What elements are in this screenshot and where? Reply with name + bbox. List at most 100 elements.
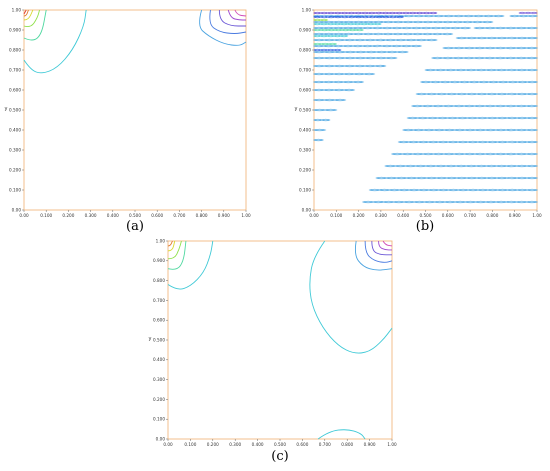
caption-b: (b) (416, 219, 434, 234)
x-tick-label: 0.600 (296, 442, 308, 447)
y-tick-label: 0.900 (153, 258, 165, 263)
panel-a: 0.00 0.100 0.200 0.300 0.400 0.500 0.600 0.700 0… (5, 7, 251, 234)
x-tick-label: 1.00 (241, 213, 251, 218)
contour-lens (526, 80, 539, 84)
contour-line (382, 240, 393, 247)
y-axis-label: y (149, 336, 152, 342)
y-tick-label: 0.700 (299, 67, 311, 72)
y-tick-label: 0.00 (12, 207, 22, 212)
y-tick-label: 0.900 (299, 27, 311, 32)
contour-lens (320, 118, 331, 122)
y-tick-label: 1.00 (302, 7, 312, 12)
x-tick-label: 0.800 (341, 442, 353, 447)
contour-lens (525, 176, 539, 180)
contour-lens (525, 36, 539, 40)
x-tick-label: 0.900 (509, 213, 521, 218)
contour-lines-a (23, 9, 247, 74)
y-tick-label: 0.500 (153, 337, 165, 342)
x-tick-label: 0.00 (163, 442, 173, 447)
contour-lens (441, 32, 454, 36)
contour-line (199, 9, 247, 46)
contour-lens (525, 200, 539, 204)
x-tick-label: 0.800 (196, 213, 208, 218)
contour-lines-b (312, 11, 539, 204)
y-tick-label: 0.200 (9, 167, 21, 172)
contour-lens (525, 26, 539, 30)
y-tick-label: 1.00 (12, 7, 22, 12)
contour-lens (323, 108, 338, 112)
y-tick-label: 0.600 (9, 87, 21, 92)
x-tick-label: 0.400 (252, 442, 264, 447)
y-tick-label: 0.800 (153, 278, 165, 283)
y-tick-label: 0.600 (299, 87, 311, 92)
contour-line (234, 9, 247, 17)
y-tick-label: 0.300 (9, 147, 21, 152)
y-tick-label: 0.200 (153, 397, 165, 402)
contour-lens (410, 44, 423, 48)
contour-line (227, 9, 246, 21)
y-tick-label: 0.800 (9, 47, 21, 52)
x-tick-label: 0.00 (309, 213, 319, 218)
contour-line (317, 429, 366, 440)
contour-lens (525, 46, 539, 50)
x-tick-label: 0.500 (420, 213, 432, 218)
contour-lens (481, 20, 494, 24)
contour-lens (352, 80, 365, 84)
y-tick-label: 0.200 (299, 167, 311, 172)
contour-line (167, 240, 214, 290)
contour-line (23, 9, 40, 28)
y-axis-label: y (295, 106, 298, 112)
contour-line (209, 9, 247, 34)
contour-lens (525, 56, 539, 60)
y-tick-label: 0.00 (156, 436, 166, 441)
y-tick-label: 0.900 (9, 27, 21, 32)
contour-lens (527, 14, 539, 18)
contour-lens (525, 140, 539, 144)
plot-area-a (23, 9, 247, 211)
contour-lens (492, 14, 505, 18)
contour-lens (339, 34, 349, 38)
y-tick-label: 0.400 (9, 127, 21, 132)
y-tick-label: 0.300 (299, 147, 311, 152)
contour-line (218, 9, 246, 27)
contour-lens (425, 38, 438, 42)
contour-lens (395, 15, 405, 19)
contour-lens (333, 48, 342, 52)
x-tick-label: 0.100 (184, 442, 196, 447)
panel-c: 0.00 0.100 0.200 0.300 0.400 0.500 0.600 0.700 0… (149, 238, 397, 464)
contour-lens (363, 72, 376, 76)
x-tick-label: 0.200 (207, 442, 219, 447)
contour-lens (319, 18, 329, 22)
x-tick-label: 0.400 (397, 213, 409, 218)
x-tick-label: 0.00 (19, 213, 29, 218)
contour-line (23, 9, 34, 21)
x-tick-label: 0.700 (464, 213, 476, 218)
x-tick-label: 0.400 (107, 213, 119, 218)
contour-lens (530, 11, 538, 15)
contour-lens (525, 128, 539, 132)
y-tick-label: 0.100 (153, 417, 165, 422)
x-tick-label: 0.500 (274, 442, 286, 447)
x-tick-label: 0.100 (330, 213, 342, 218)
contour-line (23, 9, 87, 74)
x-tick-label: 0.300 (85, 213, 97, 218)
x-tick-label: 0.700 (173, 213, 185, 218)
axes-a: 0.00 0.100 0.200 0.300 0.400 0.500 0.600 0.700 0… (5, 7, 251, 218)
contour-lens (525, 116, 539, 120)
contour-lens (525, 152, 539, 156)
contour-lens (342, 88, 356, 92)
contour-line (23, 9, 47, 41)
contour-line (23, 9, 29, 17)
contour-lens (525, 92, 539, 96)
contour-lens (429, 11, 438, 15)
contour-lens (526, 188, 539, 192)
contour-lens (327, 42, 338, 46)
plot-area-c (167, 240, 393, 440)
contour-line (364, 240, 393, 263)
panel-b: 0.00 0.100 0.200 0.300 0.400 0.500 0.600 0.700 0… (295, 7, 542, 234)
x-tick-label: 0.200 (353, 213, 365, 218)
contour-line (23, 9, 27, 15)
x-tick-label: 0.200 (62, 213, 74, 218)
contour-lens (525, 164, 539, 168)
contour-lens (459, 26, 472, 30)
